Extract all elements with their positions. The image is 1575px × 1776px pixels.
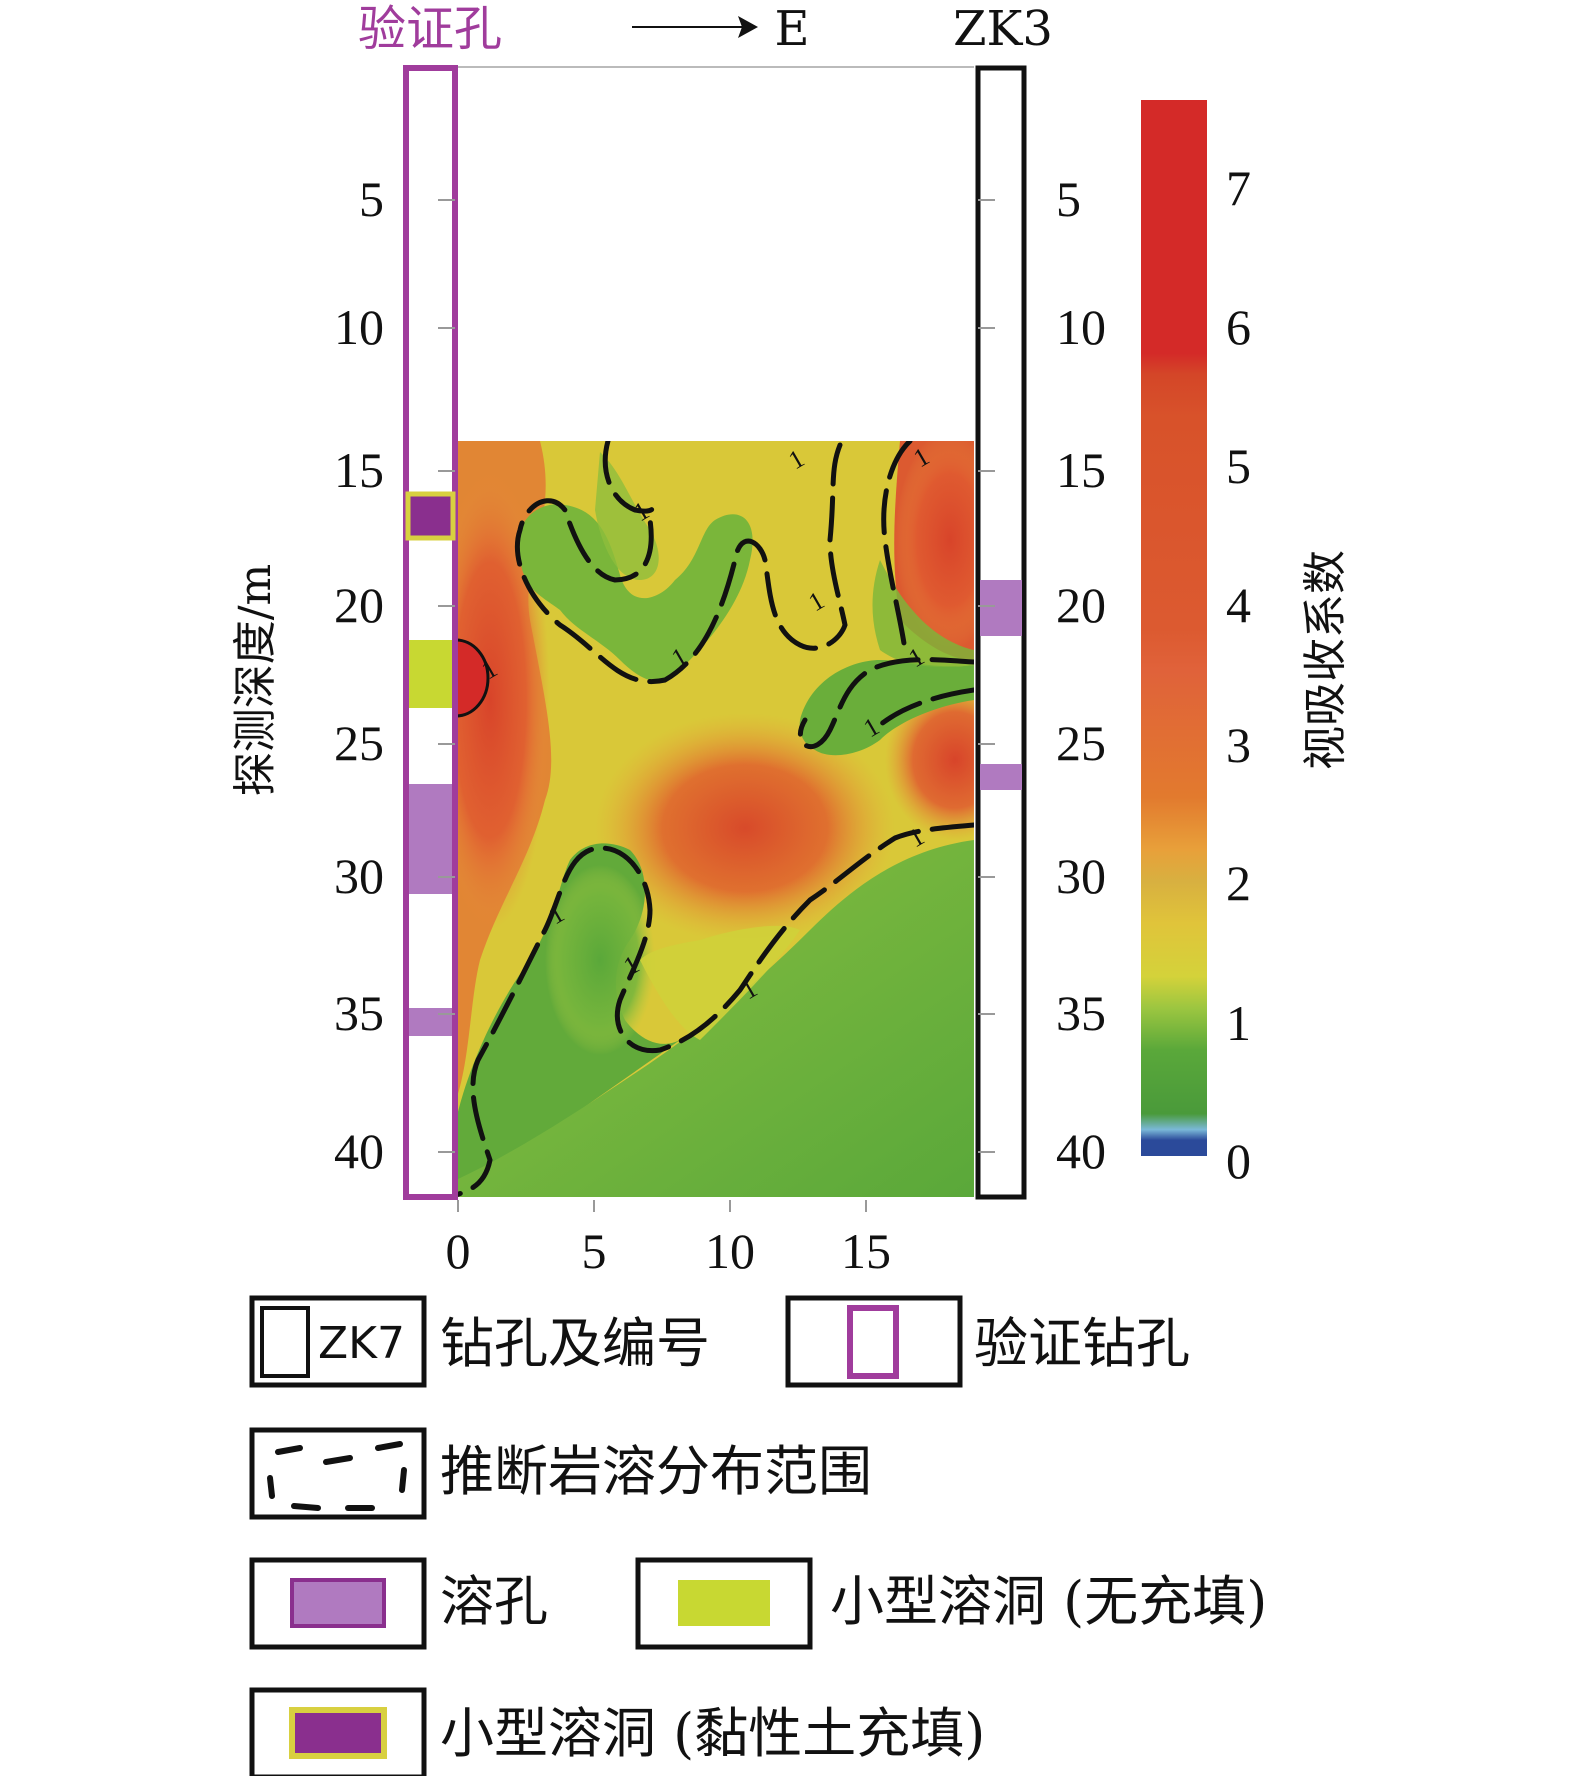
- left-depth-axis: 5 10 15 20 25 30 35 40: [334, 171, 384, 1179]
- solution-hole-marker: [409, 784, 452, 894]
- depth-tick-label: 15: [334, 442, 384, 498]
- legend-item-cave-clay: 小型溶洞 (黏性土充填): [249, 1687, 985, 1776]
- direction-arrow: [632, 16, 758, 38]
- colorbar-ramp: [1141, 100, 1207, 1156]
- depth-tick-label: 10: [1056, 299, 1106, 355]
- solution-hole-marker: [980, 764, 1022, 790]
- legend-item-cave-unfilled: 小型溶洞 (无充填): [635, 1557, 1267, 1650]
- depth-tick-label: 15: [1056, 442, 1106, 498]
- colorbar-tick-label: 5: [1226, 438, 1251, 494]
- direction-label: E: [774, 1, 809, 57]
- depth-tick-label: 5: [359, 171, 384, 227]
- legend-item-verify: 验证钻孔: [785, 1295, 1190, 1388]
- legend-borehole-sample: ZK7: [318, 1318, 405, 1369]
- legend-borehole-label: 钻孔及编号: [440, 1312, 710, 1375]
- depth-tick-label: 5: [1056, 171, 1081, 227]
- depth-tick-label: 40: [1056, 1123, 1106, 1179]
- verify-borehole-column: [403, 65, 458, 1200]
- depth-tick-label: 25: [334, 715, 384, 771]
- legend-verify-label: 验证钻孔: [974, 1312, 1190, 1375]
- right-borehole-title: ZK3: [953, 1, 1053, 57]
- colorbar-tick-label: 2: [1226, 855, 1251, 911]
- colorbar-tick-label: 4: [1226, 577, 1251, 633]
- depth-tick-label: 20: [334, 577, 384, 633]
- depth-tick-label: 30: [1056, 848, 1106, 904]
- colorbar-label: 视吸收系数: [1300, 550, 1351, 770]
- right-depth-axis: 5 10 15 20 25 30 35 40: [1056, 171, 1106, 1179]
- legend-cave-clay-label: 小型溶洞 (黏性土充填): [440, 1702, 985, 1765]
- legend-item-solution-hole: 溶孔: [249, 1557, 548, 1650]
- legend-solution-hole-label: 溶孔: [440, 1570, 548, 1633]
- legend-item-borehole: ZK7 钻孔及编号: [249, 1295, 710, 1388]
- unfilled-cave-marker: [409, 640, 452, 708]
- clay-cave-marker: [405, 491, 456, 541]
- x-tick-label: 15: [841, 1223, 891, 1279]
- depth-tick-label: 35: [334, 985, 384, 1041]
- y-axis-label: 探测深度/m: [230, 564, 281, 797]
- x-axis: 0 5 10 15: [446, 1200, 891, 1279]
- x-tick-label: 0: [446, 1223, 471, 1279]
- depth-tick-label: 40: [334, 1123, 384, 1179]
- x-tick-label: 5: [582, 1223, 607, 1279]
- colorbar-tick-label: 0: [1226, 1133, 1251, 1189]
- depth-tick-marks: [438, 199, 995, 1153]
- depth-tick-label: 10: [334, 299, 384, 355]
- legend-item-karst-range: 推断岩溶分布范围: [249, 1427, 872, 1520]
- legend-cave-unfilled-label: 小型溶洞 (无充填): [830, 1570, 1267, 1633]
- colorbar-tick-label: 6: [1226, 299, 1251, 355]
- colorbar-tick-label: 3: [1226, 717, 1251, 773]
- legend-karst-range-label: 推断岩溶分布范围: [440, 1440, 872, 1503]
- depth-tick-label: 20: [1056, 577, 1106, 633]
- colorbar-tick-label: 7: [1226, 160, 1251, 216]
- solution-hole-marker: [980, 580, 1022, 636]
- colorbar: 0 1 2 3 4 5 6 7 视吸收系数: [1141, 100, 1351, 1189]
- left-borehole-title: 验证孔: [358, 1, 502, 57]
- absorption-map: 1 1 1 1 1 1 1 1 1 1 1 1: [456, 441, 974, 1197]
- depth-tick-label: 30: [334, 848, 384, 904]
- depth-tick-label: 35: [1056, 985, 1106, 1041]
- zk3-borehole-column: [975, 65, 1027, 1200]
- colorbar-tick-label: 1: [1226, 995, 1251, 1051]
- depth-tick-label: 25: [1056, 715, 1106, 771]
- solution-hole-marker: [409, 1008, 452, 1036]
- x-tick-label: 10: [705, 1223, 755, 1279]
- legend: ZK7 钻孔及编号 验证钻孔 推断岩溶分布范围: [249, 1295, 1267, 1776]
